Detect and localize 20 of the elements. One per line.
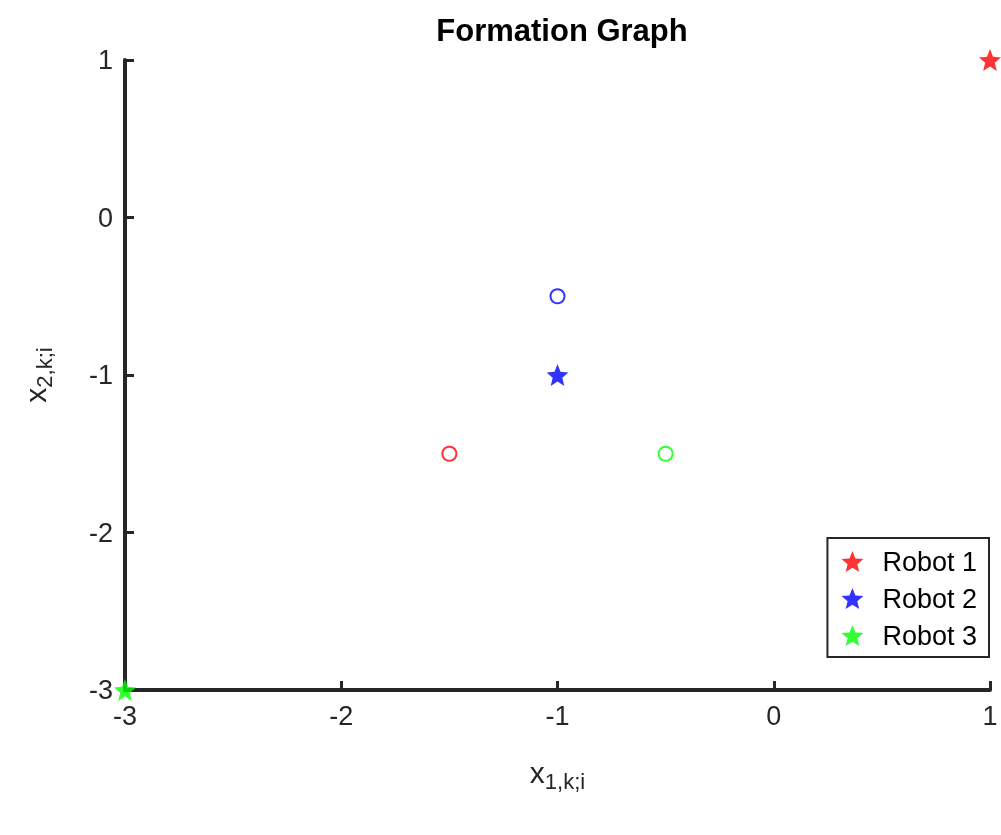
point — [549, 288, 566, 305]
x-tick-label: -1 — [545, 700, 570, 731]
y-tick-label: 1 — [97, 45, 113, 75]
chart-title: Formation Graph — [436, 13, 688, 48]
point — [546, 364, 569, 386]
legend-label: Robot 3 — [882, 620, 978, 651]
x-tick-label: 1 — [982, 700, 998, 731]
y-tick-label: -2 — [88, 517, 113, 548]
y-tick-label: -1 — [88, 360, 113, 390]
x-tick-label: 0 — [766, 700, 782, 731]
y-axis-title: x2,k;i — [18, 347, 57, 403]
point — [657, 445, 674, 462]
point — [114, 679, 136, 701]
x-tick-label: -2 — [329, 700, 354, 731]
y-tick-label: 0 — [97, 202, 113, 233]
legend-label: Robot 2 — [882, 583, 978, 614]
y-tick-label: -3 — [88, 675, 113, 705]
point — [441, 445, 458, 462]
point — [979, 49, 1001, 71]
legend-label: Robot 1 — [882, 546, 978, 577]
